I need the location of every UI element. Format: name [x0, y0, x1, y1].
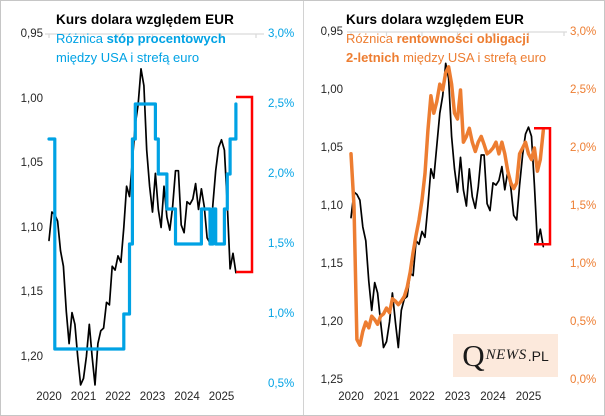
y-axis-tick-label: 1,25 — [320, 374, 343, 386]
y-axis-tick-label: 1,10 — [20, 221, 43, 234]
x-axis-tick-label: 2020 — [36, 391, 62, 403]
qnews-logo: Q NEWS .PL — [453, 334, 558, 377]
series-line-roznica-rentownosci-obligacji-2-letnich — [349, 65, 546, 347]
pct-axis-tick-label: 1,0% — [570, 258, 597, 270]
chart-title: Kurs dolara względem EUR — [56, 12, 234, 27]
qnews-logo-pl: .PL — [527, 347, 549, 364]
x-axis-tick-label: 2024 — [174, 391, 200, 403]
x-axis-tick-label: 2021 — [373, 391, 400, 403]
x-axis-tick-label: 2025 — [208, 391, 235, 403]
series-line-kurs-eur-usd — [48, 67, 237, 386]
y-axis-tick-label: 1,00 — [20, 92, 43, 105]
series-line-roznica-stop-procentowych-usa-eurozone — [47, 102, 238, 351]
x-axis-tick-label: 2024 — [480, 391, 506, 403]
divergence-bracket — [534, 127, 552, 246]
divergence-bracket — [236, 95, 254, 274]
y-axis-tick-label: 1,20 — [20, 350, 43, 363]
chart-title: Kurs dolara względem EUR — [346, 12, 524, 27]
pct-axis-tick-label: 0,5% — [268, 378, 295, 390]
x-axis-tick-label: 2020 — [338, 391, 364, 403]
x-axis-line — [347, 31, 567, 36]
x-axis-tick-label: 2021 — [70, 391, 97, 403]
y-axis-tick-label: 1,10 — [320, 200, 343, 212]
pct-axis-tick-label: 2,5% — [268, 98, 295, 110]
y-axis-tick-label: 1,00 — [320, 84, 343, 96]
x-axis-tick-label: 2022 — [105, 391, 131, 403]
chart-panel-bond-yields — [303, 1, 604, 415]
y-axis-tick-label: 1,05 — [20, 157, 43, 169]
chart-title-block: Kurs dolara względem EUR Różnica stóp pr… — [56, 10, 234, 67]
pct-axis-tick-label: 3,0% — [268, 28, 295, 40]
chart-title-block: Kurs dolara względem EUR Różnica rentown… — [346, 10, 546, 67]
subtitle-text: Różnica — [56, 31, 107, 46]
chart-subtitle: Różnica stóp procentowych między USA i st… — [56, 29, 234, 67]
pct-axis-tick-label: 0,5% — [570, 316, 597, 328]
x-axis-line — [45, 33, 264, 38]
chart-subtitle: Różnica rentowności obligacji 2-letnich m… — [346, 29, 546, 67]
subtitle-text: 2-letnich — [346, 50, 400, 65]
subtitle-text: między USA i strefą euro — [56, 50, 200, 65]
y-axis-tick-label: 1,05 — [320, 142, 343, 154]
series-line-kurs-eur-usd — [350, 62, 545, 349]
x-axis-tick-label: 2022 — [409, 391, 435, 403]
x-axis-tick-label: 2023 — [139, 391, 166, 403]
y-axis-tick-label: 0,95 — [320, 26, 343, 38]
y-axis-tick-label: 1,15 — [20, 286, 43, 298]
pct-axis-tick-label: 2,0% — [570, 142, 597, 154]
pct-axis-tick-label: 2,0% — [268, 168, 295, 180]
subtitle-text: stóp procentowych — [106, 31, 226, 46]
pct-axis-tick-label: 0,0% — [570, 374, 597, 386]
pct-axis-tick-label: 1,5% — [268, 238, 295, 250]
x-axis-tick-label: 2023 — [444, 391, 471, 403]
y-axis-tick-label: 1,20 — [320, 316, 343, 328]
pct-axis-tick-label: 2,5% — [570, 84, 597, 96]
y-axis-tick-label: 1,15 — [320, 258, 343, 270]
subtitle-text: między USA i strefą euro — [399, 50, 547, 65]
subtitle-text: rentowności obligacji — [396, 31, 530, 46]
pct-axis-tick-label: 1,5% — [570, 200, 597, 212]
pct-axis-tick-label: 1,0% — [268, 308, 295, 320]
x-axis-tick-label: 2025 — [515, 391, 542, 403]
pct-axis-tick-label: 3,0% — [570, 26, 597, 38]
qnews-logo-q: Q — [462, 338, 485, 373]
subtitle-text: Różnica — [346, 31, 397, 46]
y-axis-tick-label: 0,95 — [20, 28, 43, 40]
qnews-logo-news: NEWS — [485, 347, 527, 363]
